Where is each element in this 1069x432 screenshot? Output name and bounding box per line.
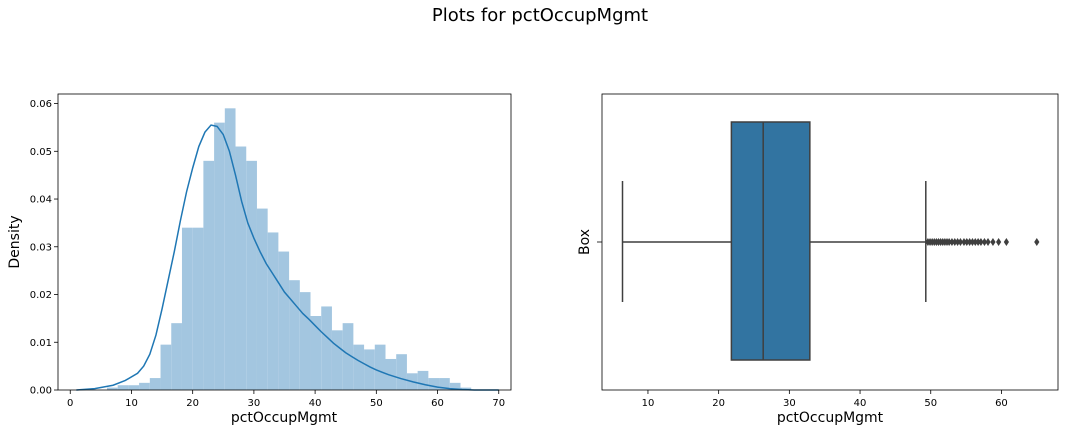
histogram-bar: [267, 232, 279, 390]
outlier-point: [985, 238, 991, 246]
box-x-tick-label: 10: [642, 398, 655, 409]
outlier-point: [1034, 238, 1040, 246]
box-x-tick-label: 30: [783, 398, 796, 409]
figure-title: Plots for pctOccupMgmt: [432, 5, 648, 26]
histogram-bar: [299, 292, 311, 390]
histogram-x-tick-label: 60: [431, 398, 444, 409]
histogram-y-tick-label: 0.00: [30, 386, 52, 397]
histogram-x-tick-label: 40: [309, 398, 322, 409]
histogram-y-tick-label: 0.06: [30, 99, 52, 110]
histogram-bar: [385, 358, 397, 390]
outlier-point: [955, 238, 961, 246]
histogram-bar: [256, 208, 268, 390]
histogram-bar: [235, 146, 247, 390]
histogram-x-tick-label: 10: [125, 398, 138, 409]
histogram-bar: [364, 349, 375, 390]
histogram-bar: [171, 323, 182, 390]
histogram-bar: [192, 227, 204, 390]
outlier-point: [978, 238, 984, 246]
histogram-y-label: Density: [7, 215, 23, 268]
box-y-label: Box: [577, 229, 593, 255]
histogram-bar: [321, 306, 332, 390]
histogram-bar: [139, 382, 150, 390]
histogram-bar: [417, 370, 429, 390]
histogram-bar: [106, 387, 118, 390]
histogram-bar: [160, 344, 172, 390]
histogram-bar: [149, 378, 161, 390]
histogram-bar: [278, 251, 290, 390]
histogram-bar: [128, 385, 140, 390]
histogram-x-tick-label: 20: [186, 398, 199, 409]
outlier-point: [969, 238, 976, 246]
histogram-bar: [246, 160, 257, 390]
box-elements: [621, 121, 1040, 361]
outlier-point: [957, 238, 964, 246]
histogram-y-tick-label: 0.05: [30, 147, 52, 158]
histogram-bar: [449, 382, 461, 390]
histogram-bar: [331, 330, 343, 390]
kde-curve: [76, 124, 499, 391]
outlier-point: [961, 238, 967, 246]
iqr-box: [730, 121, 811, 361]
histogram-y-tick-label: 0.02: [30, 290, 52, 301]
outlier-point: [972, 238, 978, 246]
histogram-bar: [224, 108, 236, 391]
outlier-point: [967, 238, 973, 246]
histogram-bar: [428, 378, 440, 390]
histogram-x-label: pctOccupMgmt: [231, 410, 338, 426]
outlier-point: [996, 238, 1002, 246]
histogram-y-tick-label: 0.03: [30, 242, 52, 253]
outlier-point: [964, 238, 970, 246]
histogram-bar: [460, 387, 472, 390]
outlier-point: [975, 238, 981, 246]
histogram-y-ticks: 0.00 0.01 0.02 0.03 0.04 0.05 0.06: [30, 99, 58, 397]
histogram-x-tick-label: 30: [248, 398, 261, 409]
histogram-x-ticks: 0 10 20 30 40 50 60 70: [67, 390, 505, 409]
histogram-bar: [374, 344, 386, 390]
box-x-tick-label: 40: [854, 398, 867, 409]
histogram-frame: [57, 93, 512, 391]
histogram-bar: [396, 354, 407, 390]
histogram-x-tick-label: 50: [370, 398, 383, 409]
histogram-x-tick-label: 0: [67, 398, 73, 409]
box-x-tick-label: 20: [712, 398, 725, 409]
histogram-plot: 0 10 20 30 40 50 60 70 0.00 0.01 0.02 0.03 0.04 0.05…: [7, 93, 512, 426]
box-x-tick-label: 50: [924, 398, 937, 409]
box-x-tick-label: 60: [995, 398, 1008, 409]
box-x-label: pctOccupMgmt: [777, 410, 884, 426]
histogram-bar: [353, 344, 365, 390]
histogram-bar: [203, 160, 215, 390]
histogram-bar: [289, 280, 300, 390]
outlier-point: [1003, 238, 1009, 246]
histogram-x-tick-label: 70: [492, 398, 505, 409]
box-plot: 10 20 30 40 50 60 pctOccupMgmt Box: [577, 93, 1059, 426]
outlier-point: [946, 238, 952, 246]
histogram-bar: [439, 378, 450, 390]
histogram-bar: [117, 385, 129, 390]
outlier-point: [949, 238, 955, 246]
histogram-bar: [342, 323, 354, 390]
outlier-point: [990, 238, 996, 246]
outlier-point: [952, 238, 958, 246]
histogram-bar: [310, 316, 322, 390]
histogram-y-tick-label: 0.01: [30, 338, 52, 349]
histogram-bar: [181, 227, 193, 390]
outlier-point: [981, 238, 988, 246]
histogram-bar: [214, 122, 225, 390]
histogram-y-tick-label: 0.04: [30, 195, 52, 206]
box-x-ticks: 10 20 30 40 50 60: [642, 390, 1008, 409]
